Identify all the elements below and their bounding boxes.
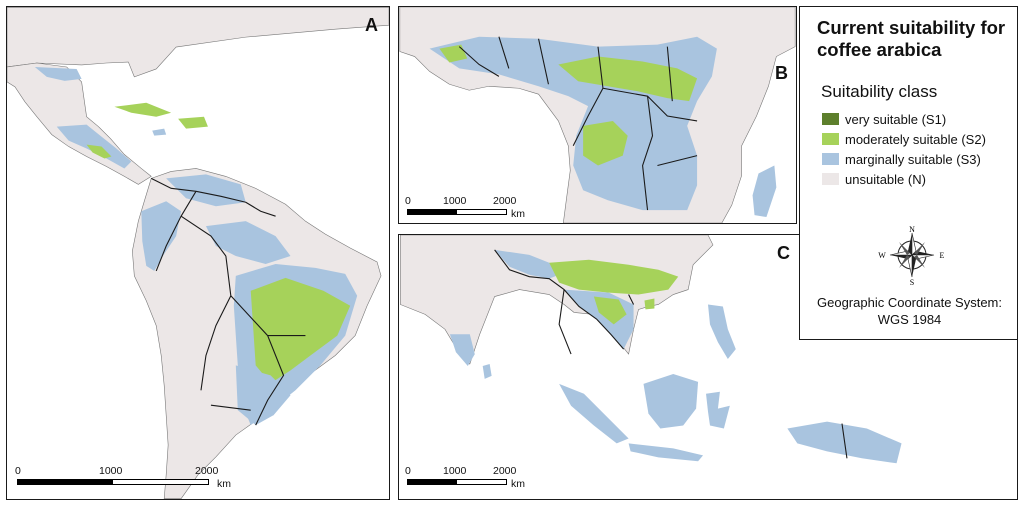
swatch-very-suitable	[822, 113, 839, 125]
legend-label: moderately suitable (S2)	[845, 131, 986, 147]
africa-borders	[458, 36, 698, 211]
africa-map	[399, 7, 796, 223]
coordinate-system-text: Geographic Coordinate System: WGS 1984	[817, 295, 1002, 327]
scale-tick-1000: 1000	[443, 465, 467, 477]
legend-subtitle: Suitability class	[821, 82, 938, 101]
asia-mainland	[400, 235, 714, 365]
java-island	[628, 443, 704, 462]
compass-w: W	[878, 251, 886, 260]
africa-moderate-zone	[558, 56, 698, 102]
legend-label: very suitable (S1)	[845, 111, 947, 127]
legend-panel: Current suitability for coffee arabica S…	[799, 6, 1018, 340]
india-marginal-zone	[449, 334, 475, 367]
south-china-moderate-zone	[549, 259, 679, 295]
asia-map	[400, 235, 902, 464]
panel-letter-c: C	[777, 243, 790, 263]
swatch-marginally-suitable	[822, 153, 839, 165]
indochina-moderate-zone	[593, 296, 627, 325]
hispaniola-island	[178, 116, 208, 129]
compass-rose-icon: N S W E	[878, 225, 945, 285]
legend-item-unsuitable: unsuitable (N)	[822, 171, 926, 187]
map-panel-latin-america: A 0 1000 2000 km	[6, 6, 390, 500]
scale-bar-a: 0 1000 2000 km	[15, 465, 231, 490]
scale-bar-graphic	[407, 479, 507, 485]
panel-letter-a: A	[365, 15, 378, 35]
scale-unit: km	[511, 208, 525, 220]
scale-tick-2000: 2000	[493, 465, 517, 477]
scale-bar-b: 0 1000 2000 km	[405, 195, 525, 220]
legend-label: unsuitable (N)	[845, 171, 926, 187]
compass-s: S	[910, 278, 914, 285]
scale-tick-2000: 2000	[195, 465, 219, 477]
andes-marginal-zone	[141, 201, 182, 271]
panel-letter-b: B	[775, 63, 788, 83]
scale-unit: km	[217, 478, 231, 490]
scale-bar-c: 0 1000 2000 km	[405, 465, 525, 490]
jamaica-island	[152, 128, 167, 136]
map-panel-asia: C 0 1000 2000 km	[398, 234, 1018, 500]
country-borders	[151, 177, 306, 426]
mexico-marginal-zone	[34, 66, 82, 81]
borneo-island	[643, 373, 699, 429]
north-america-land	[7, 7, 389, 78]
scale-tick-1000: 1000	[443, 195, 467, 207]
scale-tick-0: 0	[405, 195, 411, 207]
sri-lanka-island	[482, 364, 492, 379]
scale-bar-graphic	[407, 209, 507, 215]
amazon-marginal-patches	[205, 221, 291, 264]
scale-tick-0: 0	[15, 465, 21, 477]
sumatra-island	[559, 383, 629, 444]
cuba-island	[114, 102, 172, 117]
sulawesi-island	[706, 391, 730, 429]
scale-tick-0: 0	[405, 465, 411, 477]
scale-tick-1000: 1000	[99, 465, 123, 477]
scale-unit: km	[511, 478, 525, 490]
west-africa-moderate	[439, 44, 468, 63]
scale-bar-graphic	[17, 479, 209, 485]
compass-n: N	[909, 225, 915, 234]
hainan-island	[644, 298, 655, 310]
scale-tick-2000: 2000	[493, 195, 517, 207]
swatch-moderately-suitable	[822, 133, 839, 145]
swatch-unsuitable	[822, 173, 839, 185]
mexico-land	[7, 62, 152, 185]
brazil-moderate-zone	[250, 277, 351, 384]
philippines-islands	[708, 304, 736, 360]
latin-america-map	[7, 7, 389, 499]
legend-title: Current suitability for coffee arabica	[817, 17, 1006, 60]
himalaya-marginal-zone	[494, 249, 565, 279]
legend-item-marginally-suitable: marginally suitable (S3)	[822, 151, 981, 167]
legend-item-moderately-suitable: moderately suitable (S2)	[822, 131, 986, 147]
madagascar-island	[752, 165, 777, 218]
map-panel-africa: B 0 1000 2000 km	[398, 6, 797, 224]
compass-e: E	[940, 251, 945, 260]
africa-moderate-south	[583, 120, 628, 166]
asia-borders	[494, 249, 848, 459]
legend-label: marginally suitable (S3)	[845, 151, 981, 167]
central-america-s2	[86, 144, 112, 159]
legend-item-very-suitable: very suitable (S1)	[822, 111, 946, 127]
